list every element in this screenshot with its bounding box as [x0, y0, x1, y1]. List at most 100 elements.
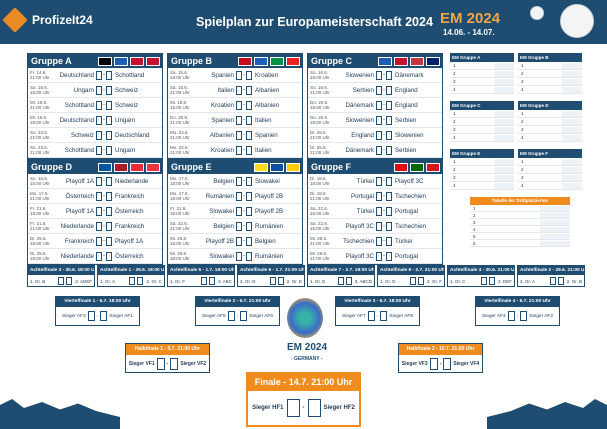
- score-box[interactable]: [96, 70, 102, 80]
- score-box[interactable]: [236, 70, 242, 80]
- score-box[interactable]: [376, 145, 382, 155]
- score-box[interactable]: [376, 251, 382, 261]
- score-box[interactable]: [96, 251, 102, 261]
- score-box[interactable]: [96, 191, 102, 201]
- score-box[interactable]: [106, 236, 112, 246]
- score-box[interactable]: [417, 277, 424, 285]
- score-box[interactable]: [386, 130, 392, 140]
- score-box[interactable]: [376, 191, 382, 201]
- score-box[interactable]: [236, 145, 242, 155]
- score-box[interactable]: [557, 277, 564, 285]
- score-box[interactable]: [277, 277, 284, 285]
- score-box[interactable]: [520, 311, 528, 321]
- score-box[interactable]: [96, 206, 102, 216]
- score-box[interactable]: [129, 277, 136, 285]
- score-box[interactable]: [246, 251, 252, 261]
- score-box[interactable]: [236, 221, 242, 231]
- score-box[interactable]: [106, 191, 112, 201]
- score-box[interactable]: [246, 221, 252, 231]
- score-box[interactable]: [386, 221, 392, 231]
- score-box[interactable]: [96, 85, 102, 95]
- score-box[interactable]: [380, 311, 388, 321]
- score-box[interactable]: [236, 191, 242, 201]
- score-box[interactable]: [87, 311, 95, 321]
- score-box[interactable]: [96, 145, 102, 155]
- score-box[interactable]: [156, 358, 165, 370]
- score-box[interactable]: [96, 115, 102, 125]
- score-box[interactable]: [307, 399, 321, 417]
- score-box[interactable]: [246, 191, 252, 201]
- score-box[interactable]: [106, 206, 112, 216]
- score-box[interactable]: [376, 130, 382, 140]
- score-box[interactable]: [386, 236, 392, 246]
- score-box[interactable]: [236, 100, 242, 110]
- score-box[interactable]: [236, 130, 242, 140]
- score-box[interactable]: [236, 115, 242, 125]
- score-box[interactable]: [236, 251, 242, 261]
- score-box[interactable]: [96, 176, 102, 186]
- score-box[interactable]: [236, 206, 242, 216]
- score-box[interactable]: [246, 236, 252, 246]
- score-box[interactable]: [106, 70, 112, 80]
- score-box[interactable]: [236, 176, 242, 186]
- score-box[interactable]: [386, 85, 392, 95]
- score-box[interactable]: [386, 251, 392, 261]
- score-box[interactable]: [337, 277, 344, 285]
- score-box[interactable]: [246, 145, 252, 155]
- score-box[interactable]: [429, 358, 438, 370]
- score-box[interactable]: [246, 176, 252, 186]
- score-box[interactable]: [106, 221, 112, 231]
- score-box[interactable]: [236, 236, 242, 246]
- score-box[interactable]: [246, 100, 252, 110]
- score-box[interactable]: [100, 311, 108, 321]
- score-box[interactable]: [96, 100, 102, 110]
- score-box[interactable]: [137, 277, 144, 285]
- score-box[interactable]: [376, 85, 382, 95]
- score-box[interactable]: [240, 311, 248, 321]
- score-box[interactable]: [386, 70, 392, 80]
- score-box[interactable]: [376, 100, 382, 110]
- score-box[interactable]: [106, 130, 112, 140]
- score-box[interactable]: [96, 236, 102, 246]
- score-box[interactable]: [286, 399, 300, 417]
- score-box[interactable]: [106, 100, 112, 110]
- score-box[interactable]: [386, 176, 392, 186]
- score-box[interactable]: [246, 85, 252, 95]
- score-box[interactable]: [376, 236, 382, 246]
- score-box[interactable]: [443, 358, 452, 370]
- score-box[interactable]: [200, 277, 207, 285]
- score-box[interactable]: [549, 277, 556, 285]
- score-box[interactable]: [409, 277, 416, 285]
- score-box[interactable]: [376, 176, 382, 186]
- score-box[interactable]: [246, 206, 252, 216]
- score-box[interactable]: [106, 251, 112, 261]
- score-box[interactable]: [170, 358, 179, 370]
- score-box[interactable]: [376, 221, 382, 231]
- score-box[interactable]: [66, 277, 73, 285]
- score-box[interactable]: [345, 277, 352, 285]
- score-box[interactable]: [58, 277, 65, 285]
- score-box[interactable]: [106, 145, 112, 155]
- score-box[interactable]: [246, 115, 252, 125]
- score-box[interactable]: [376, 115, 382, 125]
- score-box[interactable]: [386, 145, 392, 155]
- score-box[interactable]: [96, 130, 102, 140]
- score-box[interactable]: [106, 85, 112, 95]
- score-box[interactable]: [227, 311, 235, 321]
- score-box[interactable]: [386, 206, 392, 216]
- score-box[interactable]: [367, 311, 375, 321]
- score-box[interactable]: [376, 206, 382, 216]
- score-box[interactable]: [488, 277, 495, 285]
- score-box[interactable]: [507, 311, 515, 321]
- score-box[interactable]: [480, 277, 487, 285]
- score-box[interactable]: [386, 100, 392, 110]
- score-box[interactable]: [269, 277, 276, 285]
- score-box[interactable]: [386, 191, 392, 201]
- score-box[interactable]: [106, 115, 112, 125]
- score-box[interactable]: [236, 85, 242, 95]
- score-box[interactable]: [106, 176, 112, 186]
- score-box[interactable]: [246, 70, 252, 80]
- score-box[interactable]: [208, 277, 215, 285]
- score-box[interactable]: [386, 115, 392, 125]
- score-box[interactable]: [246, 130, 252, 140]
